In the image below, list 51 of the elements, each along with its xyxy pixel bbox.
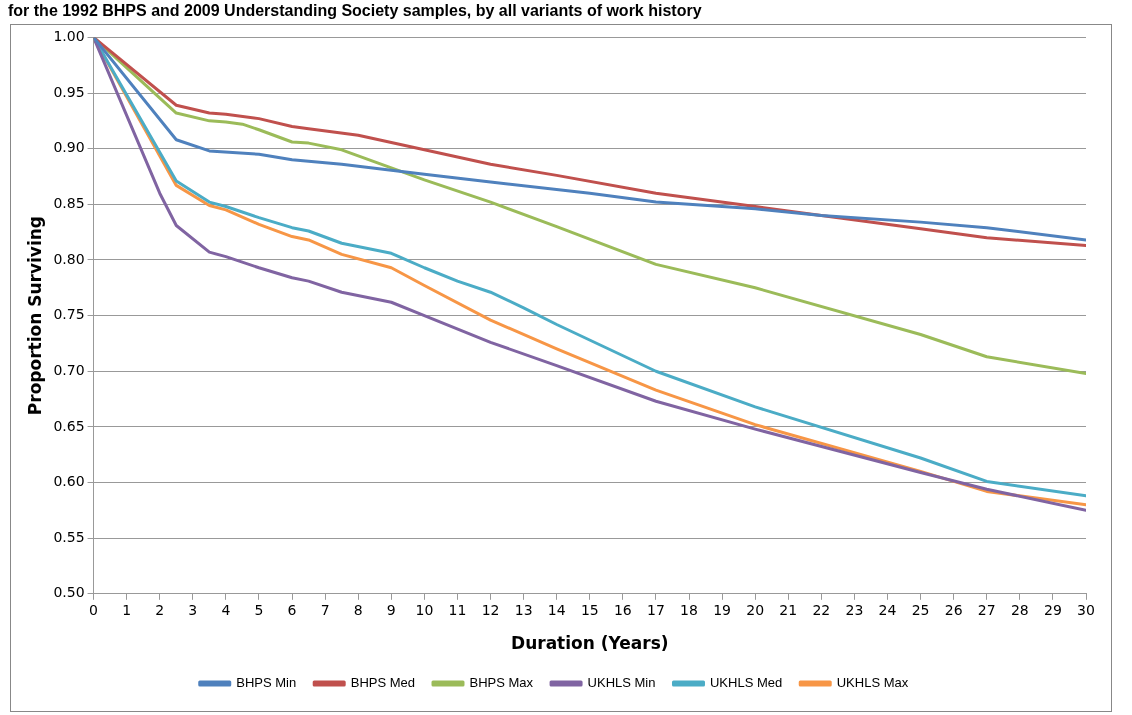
x-tick-label: 17 [647,601,665,618]
legend-label: BHPS Max [469,675,534,691]
x-tick-label: 16 [613,601,632,618]
y-tick-label: 0.90 [53,139,85,156]
legend-label: UKHLS Med [709,675,783,691]
x-tick-label: 13 [514,601,533,618]
y-tick-label: 0.55 [53,528,85,545]
y-tick-label: 0.60 [53,473,85,490]
x-tick-label: 9 [386,601,396,618]
y-tick-label: 0.80 [53,250,85,267]
x-tick-label: 28 [1010,601,1029,618]
x-tick-label: 15 [580,601,599,618]
x-tick-label: 8 [353,601,363,618]
x-tick-label: 24 [878,601,897,618]
legend-label: BHPS Min [236,675,297,691]
x-tick-label: 20 [746,601,765,618]
legend-label: UKHLS Max [836,675,909,691]
y-tick-label: 0.70 [53,361,85,378]
x-tick-label: 21 [779,601,798,618]
x-tick-label: 26 [944,601,963,618]
x-tick-label: 14 [547,601,566,618]
x-tick-label: 10 [415,601,434,618]
x-tick-label: 1 [122,601,132,618]
x-tick-label: 3 [188,601,198,618]
y-tick-label: 0.75 [53,306,85,323]
x-tick-label: 11 [448,601,467,618]
y-tick-label: 0.85 [53,194,85,211]
y-tick-label: 0.65 [53,417,85,434]
x-tick-label: 19 [713,601,732,618]
chart-title: for the 1992 BHPS and 2009 Understanding Society samples, by all variants of work history [8,2,702,20]
x-tick-label: 18 [680,601,698,618]
x-tick-label: 30 [1077,601,1095,618]
y-axis-title: Proportion Surviving [24,215,45,416]
x-tick-label: 12 [481,601,500,618]
x-axis-title: Duration (Years) [511,633,669,654]
x-tick-label: 23 [845,601,864,618]
x-tick-label: 5 [254,601,264,618]
legend-label: BHPS Med [350,675,416,691]
y-tick-label: 0.50 [53,584,85,601]
x-tick-label: 7 [320,601,330,618]
x-tick-label: 29 [1044,601,1062,618]
x-tick-label: 22 [812,601,831,618]
y-tick-label: 0.95 [53,83,85,100]
y-tick-label: 1.00 [53,28,85,45]
x-tick-label: 27 [977,601,996,618]
x-tick-label: 2 [155,601,165,618]
x-tick-label: 6 [287,601,297,618]
x-tick-label: 4 [221,601,231,618]
legend-label: UKHLS Min [587,675,656,691]
x-tick-label: 25 [911,601,930,618]
x-tick-label: 0 [89,601,99,618]
